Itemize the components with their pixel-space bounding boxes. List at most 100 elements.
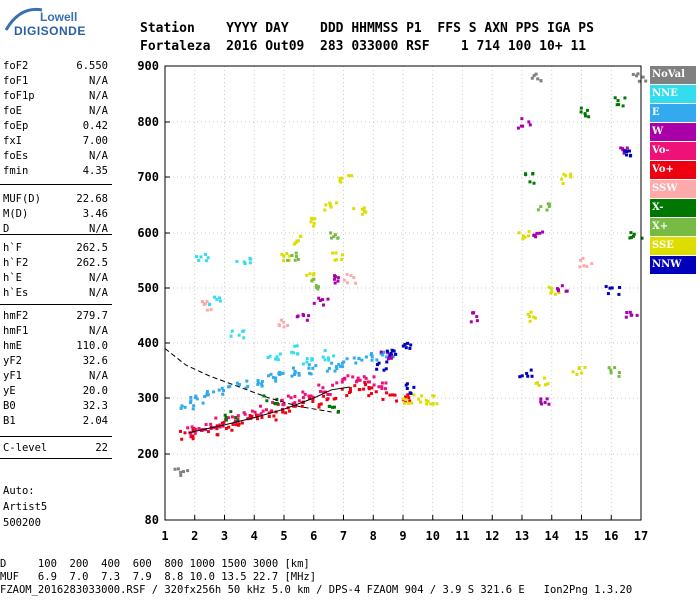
param-value: 0.42	[82, 120, 108, 132]
station-header: Station YYYY DAY DDD HHMMSS P1 FFS S AXN…	[140, 20, 594, 56]
data-point	[291, 366, 301, 377]
data-point	[517, 230, 531, 241]
param-value: 7.00	[82, 135, 108, 147]
param-label: fmin	[3, 165, 29, 177]
data-point	[377, 381, 388, 391]
data-point	[331, 376, 347, 387]
param-label: foE	[3, 105, 22, 117]
y-tick-label: 500	[137, 281, 159, 295]
param-row-foes: foEs N/A	[3, 150, 108, 164]
data-point	[266, 352, 282, 362]
chart-trace-lines	[164, 348, 350, 434]
param-label: foF2	[3, 60, 29, 72]
x-tick-label: 4	[251, 529, 258, 543]
param-label: hmF1	[3, 325, 29, 337]
data-point	[317, 383, 332, 397]
legend-item-x-: X-	[650, 199, 696, 217]
data-point	[526, 310, 537, 323]
data-point	[327, 404, 340, 414]
data-point	[256, 404, 273, 417]
chart-grid	[164, 65, 642, 521]
autoscaling-line-2: Artist5	[3, 501, 48, 513]
legend-item-x-: X+	[650, 218, 696, 236]
data-point	[534, 376, 550, 387]
data-point	[346, 374, 362, 384]
data-point	[267, 372, 278, 383]
param-row-foe: foE N/A	[3, 105, 108, 119]
footer-info: D 100 200 400 600 800 1000 1500 3000 [km…	[0, 558, 632, 597]
data-point	[352, 206, 368, 216]
legend-item-vo-: Vo+	[650, 161, 696, 179]
param-label: yE	[3, 385, 16, 397]
data-point	[429, 394, 439, 406]
chart-tick-labels: 1 2 3 4 5 6 7 8 9 10 11 12 13 14 15 16 17802003004005006…	[137, 59, 648, 543]
data-point	[367, 386, 378, 398]
data-point	[404, 382, 416, 395]
autoscaling-line-3: 500200	[3, 517, 41, 529]
param-row-yf1: yF1 N/A	[3, 370, 108, 384]
param-label: foF1p	[3, 90, 35, 102]
x-tick-label: 11	[455, 529, 469, 543]
param-row-m-d-: M(D) 3.46	[3, 208, 108, 222]
data-point	[229, 329, 246, 340]
data-point	[342, 272, 358, 285]
data-point	[401, 341, 413, 350]
param-value: 4.35	[82, 165, 108, 177]
param-value: 22.68	[76, 193, 108, 205]
x-tick-label: 2	[191, 529, 198, 543]
data-point	[286, 251, 300, 262]
data-point	[301, 357, 315, 366]
param-row-muf-d-: MUF(D) 22.68	[3, 193, 108, 207]
x-tick-label: 6	[310, 529, 317, 543]
y-tick-label: 600	[137, 226, 159, 240]
data-point	[402, 393, 416, 405]
param-value: 20.0	[82, 385, 108, 397]
legend-item-nne: NNE	[650, 85, 696, 103]
data-point	[290, 344, 300, 356]
x-tick-label: 1	[161, 529, 168, 543]
data-point	[195, 252, 210, 263]
param-value: N/A	[89, 223, 108, 235]
data-point	[312, 296, 330, 307]
param-separator	[0, 184, 112, 185]
data-point	[295, 312, 311, 322]
data-point	[309, 216, 317, 228]
data-point	[321, 349, 336, 362]
param-label: yF2	[3, 355, 22, 367]
data-point	[301, 390, 315, 400]
data-point	[338, 174, 354, 184]
data-point	[200, 299, 213, 312]
y-tick-label: 200	[137, 447, 159, 461]
param-row-ye: yE 20.0	[3, 385, 108, 399]
legend-item-w: W	[650, 123, 696, 141]
data-point	[235, 379, 250, 390]
logo-line1: Lowell	[40, 10, 78, 24]
data-point	[310, 277, 321, 291]
data-point	[256, 379, 264, 388]
x-tick-label: 7	[340, 529, 347, 543]
param-label: MUF(D)	[3, 193, 41, 205]
param-value: 32.3	[82, 400, 108, 412]
param-row-hme: hmE 110.0	[3, 340, 108, 354]
param-value: N/A	[89, 90, 108, 102]
data-point	[571, 365, 587, 377]
data-point	[352, 355, 368, 365]
footer-muf-row: MUF 6.9 7.0 7.3 7.9 8.8 10.0 13.5 22.7 […	[0, 571, 317, 583]
param-row-h-f: h`F 262.5	[3, 242, 108, 256]
data-point	[631, 72, 648, 83]
y-tick-label: 800	[137, 115, 159, 129]
param-value: 262.5	[76, 257, 108, 269]
param-value: N/A	[89, 105, 108, 117]
data-point	[277, 370, 294, 378]
param-separator	[0, 234, 112, 235]
y-tick-label: 400	[137, 336, 159, 350]
param-row-fmin: fmin 4.35	[3, 165, 108, 179]
param-row-yf2: yF2 32.6	[3, 355, 108, 369]
trace-line-solid	[188, 386, 350, 434]
x-tick-label: 8	[370, 529, 377, 543]
data-point	[379, 350, 394, 361]
data-point	[179, 401, 196, 411]
data-point	[307, 363, 318, 376]
param-label: h`Es	[3, 287, 29, 299]
